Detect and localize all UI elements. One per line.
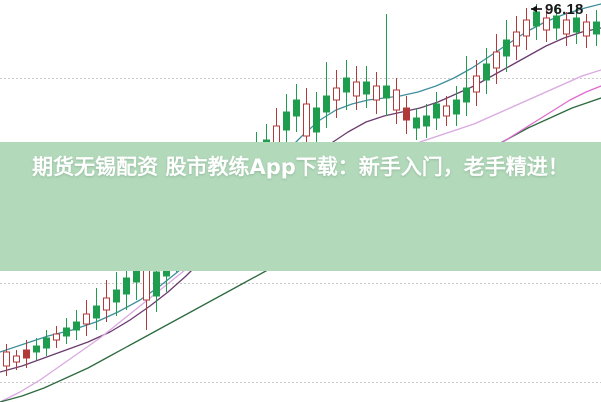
candle-body: [333, 87, 340, 101]
candle: [393, 78, 400, 124]
candle-body: [413, 117, 420, 129]
candle-body: [583, 21, 590, 37]
candle-body: [143, 267, 150, 301]
candle-body: [83, 313, 90, 325]
candle-body: [53, 333, 60, 341]
candle: [323, 62, 330, 128]
candle: [423, 104, 430, 138]
candle-body: [543, 17, 550, 31]
annotation-arrow-head: [531, 5, 537, 13]
candle-body: [563, 19, 570, 35]
candle: [483, 48, 490, 94]
candle-body: [473, 75, 480, 93]
candle: [543, 10, 550, 42]
candle-body: [23, 349, 30, 359]
candle-body: [553, 15, 560, 29]
candle-body: [373, 85, 380, 101]
candle-body: [423, 115, 430, 127]
candle-body: [383, 85, 390, 99]
candle: [293, 84, 300, 132]
candle: [523, 8, 530, 50]
candle: [373, 72, 380, 114]
candle-body: [453, 99, 460, 115]
candle-body: [513, 31, 520, 47]
candle: [343, 60, 350, 110]
candle: [113, 272, 120, 316]
promo-banner-text: 期货无锡配资 股市教练App下载：新手入门，老手精进！: [32, 155, 569, 179]
candle-body: [433, 103, 440, 119]
candle: [593, 10, 600, 46]
candle-body: [443, 105, 450, 117]
candle-body: [403, 107, 410, 121]
candle-body: [343, 77, 350, 93]
candle: [503, 20, 510, 72]
candle-body: [353, 81, 360, 97]
price-annotation-label: 96.18: [545, 1, 584, 18]
candle: [453, 86, 460, 126]
candle-body: [3, 351, 10, 367]
candle: [43, 330, 50, 356]
candle-body: [33, 345, 40, 353]
candle-body: [323, 95, 330, 113]
candle: [353, 66, 360, 110]
candle: [433, 92, 440, 130]
candle: [23, 340, 30, 368]
candle: [493, 34, 500, 84]
candle-body: [533, 11, 540, 27]
candle-body: [43, 337, 50, 349]
candle-body: [283, 111, 290, 131]
candle: [53, 326, 60, 348]
candle-body: [493, 51, 500, 69]
candle: [463, 56, 470, 116]
candle-body: [313, 107, 320, 133]
candle-body: [13, 355, 20, 363]
candle: [283, 94, 290, 146]
candle: [313, 92, 320, 146]
gridlines: [0, 78, 601, 383]
candle-body: [113, 289, 120, 303]
candle: [3, 344, 10, 376]
candle-body: [63, 327, 70, 337]
candle-body: [593, 21, 600, 35]
candle: [363, 66, 370, 108]
candle-body: [463, 87, 470, 103]
candle-body: [293, 99, 300, 117]
candle: [573, 8, 580, 44]
candle-body: [73, 321, 80, 331]
candle: [73, 310, 80, 340]
candle: [33, 338, 40, 360]
candle-body: [523, 19, 530, 37]
candle-body: [503, 39, 510, 57]
promo-banner: [0, 142, 601, 271]
candle-body: [483, 63, 490, 81]
candle-body: [303, 103, 310, 137]
candle: [383, 14, 390, 116]
candle: [443, 96, 450, 126]
candle-body: [363, 81, 370, 95]
candle: [553, 6, 560, 40]
candle: [333, 70, 340, 118]
candle: [303, 88, 310, 150]
candle: [513, 16, 520, 60]
candle: [13, 350, 20, 370]
annotation-arrow: [531, 5, 542, 13]
candle-body: [153, 271, 160, 297]
candle-body: [393, 89, 400, 111]
candle-body: [123, 277, 130, 295]
candle: [63, 318, 70, 344]
candle: [563, 12, 570, 46]
candle: [413, 108, 420, 140]
candle: [103, 280, 110, 322]
candle: [473, 60, 480, 106]
candlesticks: [3, 4, 600, 376]
candle-body: [93, 305, 100, 319]
candle: [83, 300, 90, 336]
candle-body: [103, 297, 110, 311]
candle: [93, 288, 100, 330]
candle: [583, 14, 590, 48]
candle: [403, 96, 410, 134]
candle-body: [573, 17, 580, 33]
